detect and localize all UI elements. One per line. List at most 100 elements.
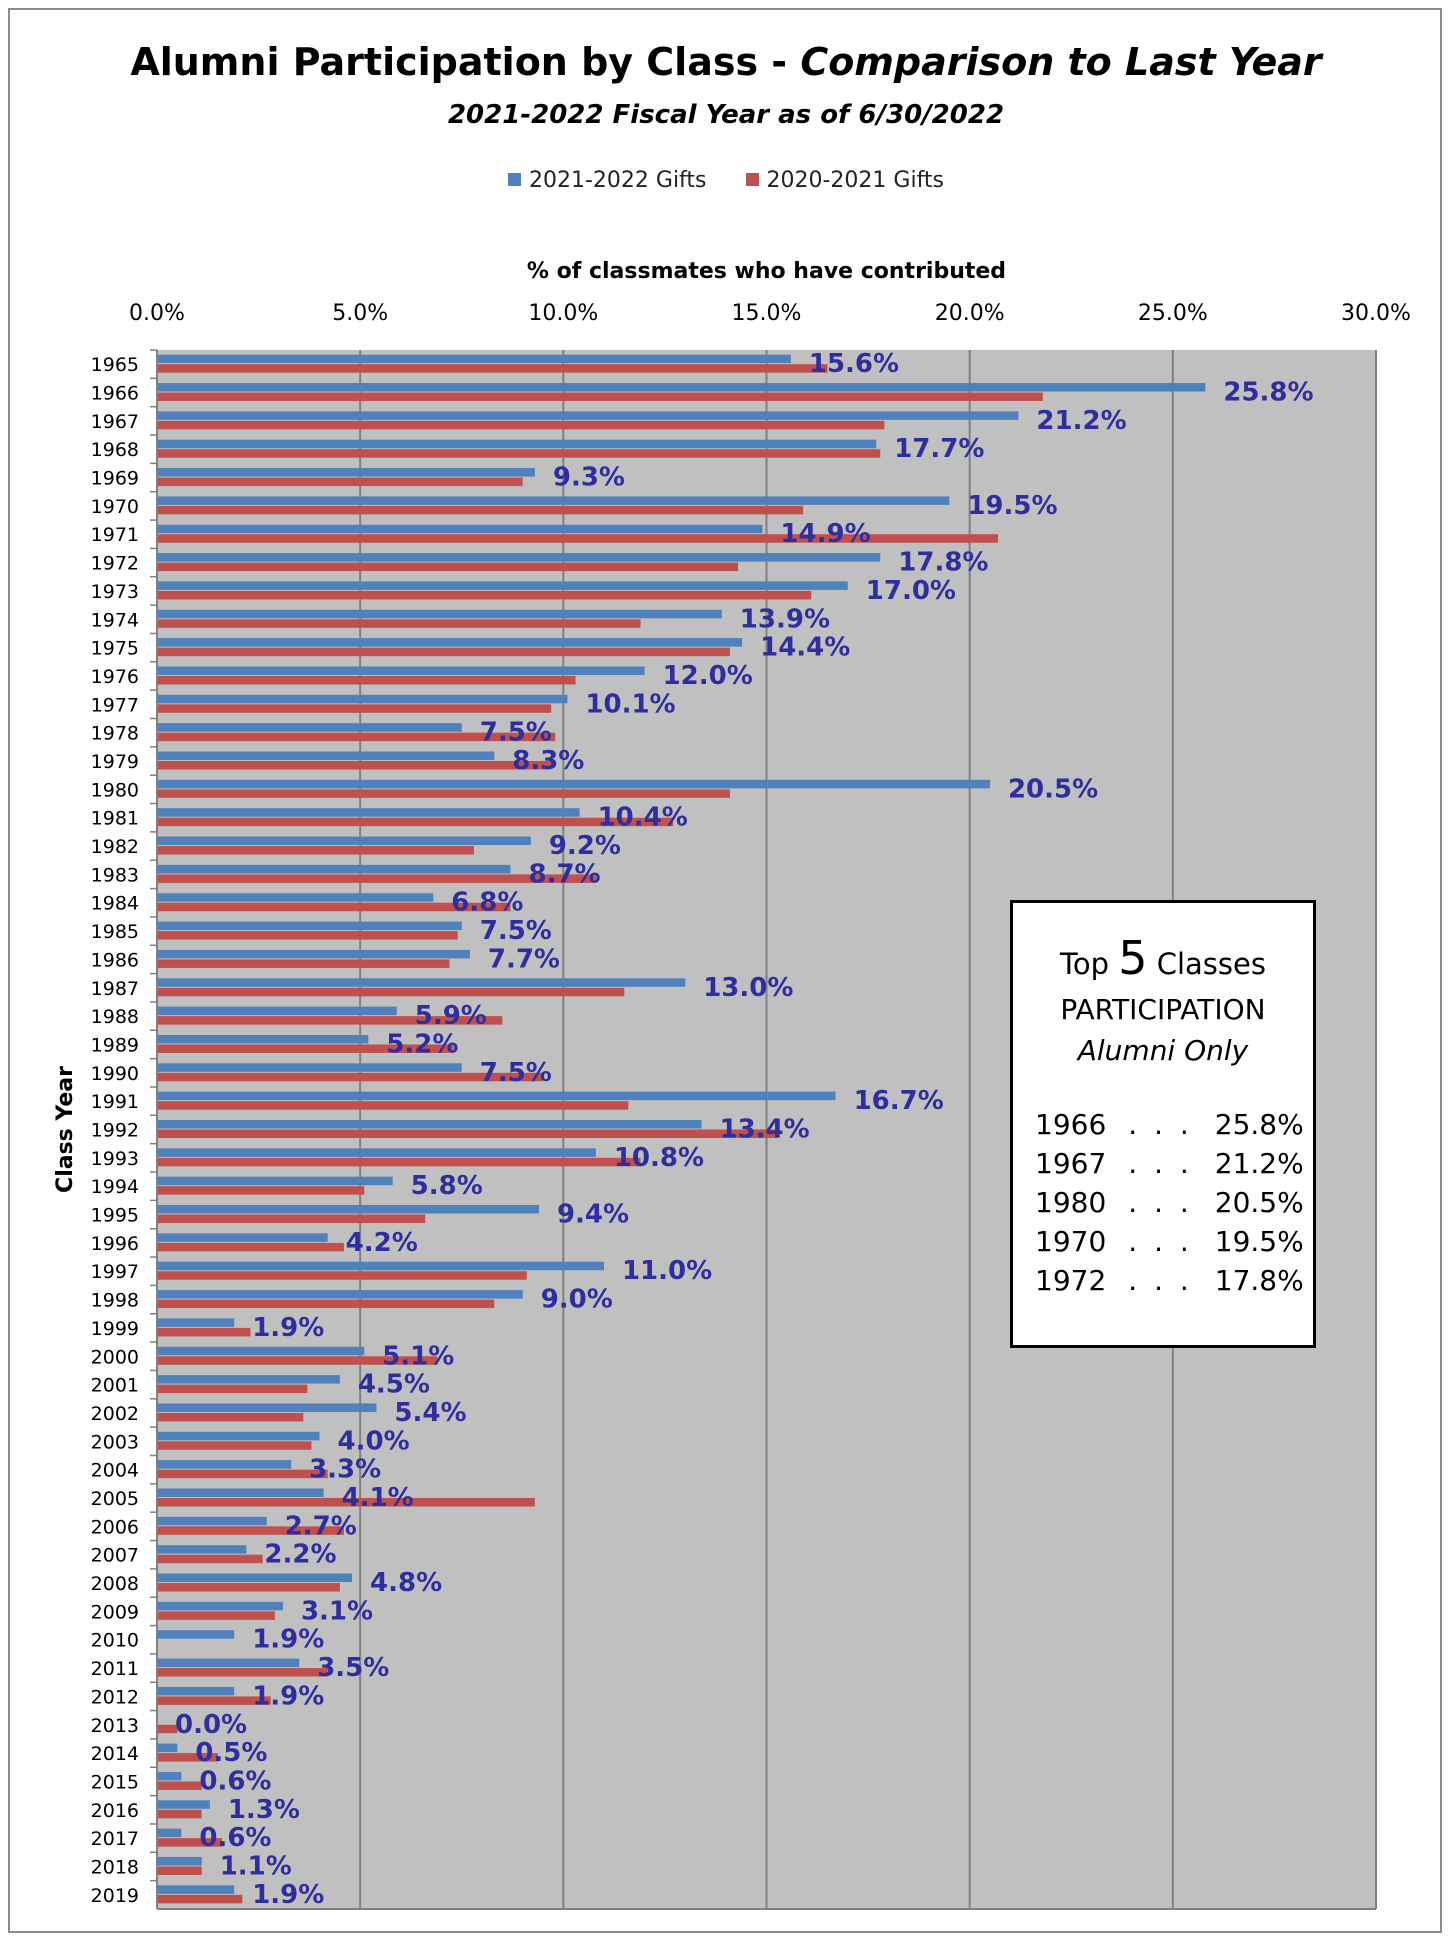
chart-frame xyxy=(8,8,1442,1933)
bar-previous-year xyxy=(157,1384,308,1394)
y-tick-label: 2006 xyxy=(91,1516,139,1538)
data-label: 11.0% xyxy=(622,1256,712,1286)
y-tick-label: 2002 xyxy=(91,1403,139,1425)
data-label: 16.7% xyxy=(854,1086,944,1116)
bar-current-year xyxy=(157,1233,328,1242)
y-tick-label: 1973 xyxy=(91,581,139,603)
data-label: 13.4% xyxy=(719,1115,809,1145)
bar-previous-year xyxy=(157,1809,202,1819)
data-label: 9.0% xyxy=(541,1285,613,1315)
y-tick-label: 1965 xyxy=(91,354,139,376)
x-tick-label: 10.0% xyxy=(528,301,598,326)
bar-current-year xyxy=(157,1885,235,1894)
data-label: 6.8% xyxy=(451,888,523,918)
top-box-dots: . . . xyxy=(1128,1147,1193,1180)
data-label: 10.4% xyxy=(598,803,688,833)
bar-current-year xyxy=(157,1063,462,1072)
legend-label-previous: 2020-2021 Gifts xyxy=(766,168,945,193)
bar-current-year xyxy=(157,1686,235,1696)
bar-previous-year xyxy=(157,1271,527,1280)
top-box-header: Top 5 Classes xyxy=(1013,931,1313,985)
bar-current-year xyxy=(157,468,535,477)
bar-current-year xyxy=(157,439,877,449)
y-tick-label: 1968 xyxy=(91,439,139,461)
bar-current-year xyxy=(157,1375,340,1384)
y-tick-label: 1999 xyxy=(91,1318,139,1340)
bar-previous-year xyxy=(157,1186,365,1195)
bar-current-year xyxy=(157,1290,523,1299)
data-label: 25.8% xyxy=(1223,378,1313,408)
bar-current-year xyxy=(157,609,722,619)
bar-previous-year xyxy=(157,1214,426,1224)
bar-previous-year xyxy=(157,534,999,543)
y-tick-label: 1998 xyxy=(91,1290,139,1312)
bar-current-year xyxy=(157,1346,365,1356)
data-label: 3.3% xyxy=(309,1455,381,1485)
legend-item-previous: 2020-2021 Gifts xyxy=(745,168,945,193)
chart-title-main: Alumni Participation by Class - xyxy=(130,40,788,84)
y-tick-label: 1984 xyxy=(91,893,139,915)
y-tick-label: 2010 xyxy=(91,1630,139,1652)
data-label: 1.9% xyxy=(252,1625,324,1655)
bar-previous-year xyxy=(157,562,739,572)
data-label: 15.6% xyxy=(809,349,899,379)
data-label: 21.2% xyxy=(1036,406,1126,436)
bar-current-year xyxy=(157,1318,235,1327)
bar-current-year xyxy=(157,1034,369,1044)
bar-previous-year xyxy=(157,1583,340,1592)
data-label: 13.0% xyxy=(703,973,793,1003)
data-label: 17.0% xyxy=(866,576,956,606)
data-label: 5.2% xyxy=(386,1029,458,1059)
y-tick-label: 2017 xyxy=(91,1828,139,1850)
bar-previous-year xyxy=(157,1157,641,1167)
top-box-value: 19.5% xyxy=(1214,1225,1304,1258)
data-label: 4.1% xyxy=(342,1483,414,1513)
y-tick-label: 2015 xyxy=(91,1771,139,1793)
bar-previous-year xyxy=(157,647,730,657)
y-tick-label: 1980 xyxy=(91,779,139,801)
y-tick-label: 2013 xyxy=(91,1715,139,1737)
bar-current-year xyxy=(157,1403,377,1412)
y-tick-label: 1985 xyxy=(91,921,139,943)
data-label: 0.6% xyxy=(199,1823,271,1853)
y-tick-label: 2016 xyxy=(91,1800,139,1822)
top-box-number: 5 xyxy=(1118,931,1148,985)
bar-current-year xyxy=(157,1176,393,1186)
y-tick-label: 2004 xyxy=(91,1460,139,1482)
y-tick-label: 2014 xyxy=(91,1743,139,1765)
data-label: 7.5% xyxy=(480,916,552,946)
y-tick-label: 2012 xyxy=(91,1686,139,1708)
top-box-year: 1970 xyxy=(1035,1225,1107,1258)
data-label: 9.2% xyxy=(549,831,621,861)
y-tick-label: 1977 xyxy=(91,694,139,716)
bar-current-year xyxy=(157,694,568,704)
bar-previous-year xyxy=(157,1412,304,1422)
bar-current-year xyxy=(157,949,470,959)
bar-previous-year xyxy=(157,1327,251,1337)
bar-current-year xyxy=(157,779,990,789)
bar-previous-year xyxy=(157,1526,344,1535)
data-label: 10.1% xyxy=(585,689,675,719)
data-label: 14.4% xyxy=(760,633,850,663)
bar-previous-year xyxy=(157,1696,271,1705)
legend-swatch-current xyxy=(507,173,521,186)
bar-previous-year xyxy=(157,1469,328,1479)
y-tick-label: 1988 xyxy=(91,1006,139,1028)
bar-current-year xyxy=(157,978,686,987)
bar-previous-year xyxy=(157,959,450,968)
bar-current-year xyxy=(157,1743,178,1753)
bar-current-year xyxy=(157,1091,836,1101)
data-label: 1.9% xyxy=(252,1880,324,1910)
y-tick-label: 2003 xyxy=(91,1431,139,1453)
bar-current-year xyxy=(157,1658,300,1668)
y-tick-label: 1966 xyxy=(91,383,139,405)
bar-previous-year xyxy=(157,1101,629,1110)
data-label: 19.5% xyxy=(967,491,1057,521)
bar-current-year xyxy=(157,666,645,675)
data-label: 1.3% xyxy=(228,1795,300,1825)
bar-current-year xyxy=(157,808,580,817)
y-tick-label: 1983 xyxy=(91,864,139,886)
bar-previous-year xyxy=(157,817,674,827)
bar-current-year xyxy=(157,893,434,902)
data-label: 7.5% xyxy=(480,1058,552,1088)
